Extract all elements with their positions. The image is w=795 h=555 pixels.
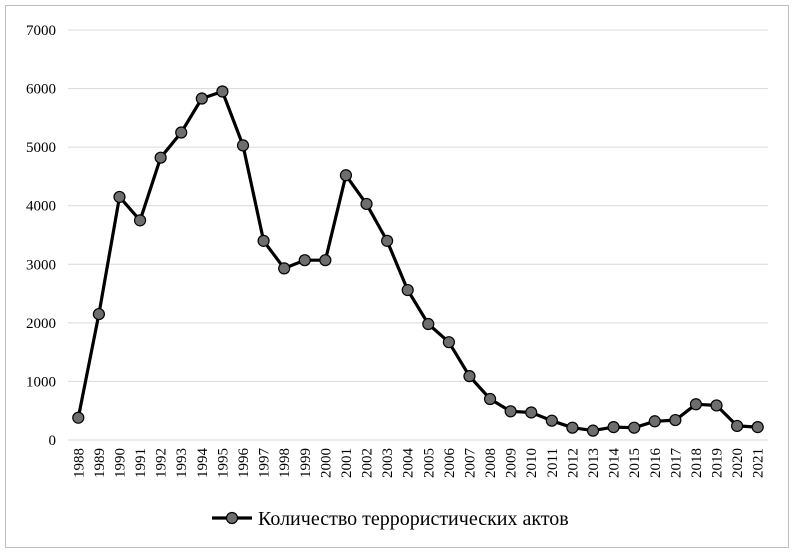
data-point <box>257 234 270 247</box>
legend-label: Количество террористических актов <box>258 508 569 530</box>
x-tick-label: 2011 <box>545 448 561 477</box>
data-point <box>669 413 682 427</box>
x-tick-label: 2007 <box>462 448 478 479</box>
data-point <box>175 126 188 139</box>
legend-marker-swatch <box>225 511 239 525</box>
data-point <box>751 421 764 434</box>
x-tick-label: 2005 <box>421 448 437 478</box>
data-point <box>689 398 703 411</box>
x-tick-label: 2017 <box>668 448 684 479</box>
data-point <box>195 92 208 105</box>
x-tick-label: 2021 <box>751 448 767 478</box>
data-point <box>113 190 126 204</box>
data-point <box>72 411 85 424</box>
x-tick-label: 1998 <box>277 448 293 478</box>
y-tick-label: 1000 <box>26 374 56 390</box>
x-tick-label: 2003 <box>380 448 396 478</box>
data-point <box>504 405 517 418</box>
data-point <box>586 424 600 437</box>
data-point <box>133 214 147 227</box>
x-tick-label: 2009 <box>504 448 520 478</box>
x-tick-label: 2004 <box>401 448 417 479</box>
x-tick-label: 2014 <box>607 448 623 479</box>
x-tick-label: 2012 <box>565 448 581 478</box>
x-tick-label: 2001 <box>339 448 355 478</box>
y-tick-label: 4000 <box>26 199 56 215</box>
x-tick-label: 1988 <box>71 448 87 478</box>
x-tick-label: 2008 <box>483 448 499 478</box>
x-tick-label: 1999 <box>298 448 314 478</box>
data-point <box>525 406 538 419</box>
x-tick-label: 2018 <box>689 448 705 478</box>
data-point <box>92 307 105 321</box>
data-point <box>442 336 455 349</box>
data-point <box>731 419 744 433</box>
x-tick-label: 1997 <box>257 448 273 479</box>
y-tick-label: 5000 <box>26 140 56 156</box>
legend: Количество террористических актов <box>212 508 569 530</box>
data-point <box>154 151 167 164</box>
y-tick-label: 6000 <box>26 82 56 98</box>
data-point <box>422 317 435 331</box>
data-point <box>339 169 353 182</box>
data-point <box>607 421 620 434</box>
data-point <box>236 139 250 152</box>
x-tick-label: 2002 <box>360 448 376 478</box>
gridlines <box>68 29 768 382</box>
y-tick-label: 0 <box>49 433 57 449</box>
data-point <box>298 254 311 267</box>
x-tick-label: 2020 <box>730 448 746 478</box>
data-point <box>319 254 332 267</box>
x-tick-label: 2019 <box>710 448 726 478</box>
y-tick-label: 2000 <box>26 316 56 332</box>
data-point <box>648 415 661 428</box>
y-tick-label: 3000 <box>26 257 56 273</box>
x-tick-label: 1993 <box>174 448 190 478</box>
x-tick-label: 1994 <box>195 448 211 479</box>
x-tick-label: 1996 <box>236 448 252 479</box>
data-point <box>216 85 229 98</box>
y-tick-label: 7000 <box>26 23 56 39</box>
data-point <box>463 370 476 383</box>
data-point <box>401 283 414 297</box>
y-axis-tick-labels: 0 1000 2000 3000 4000 5000 6000 7000 <box>26 23 56 449</box>
data-point <box>566 421 579 434</box>
data-point <box>360 197 373 211</box>
x-tick-label: 2000 <box>318 448 334 478</box>
data-point <box>545 414 558 427</box>
data-point <box>483 392 497 406</box>
x-tick-label: 1989 <box>92 448 108 478</box>
x-tick-label: 1991 <box>133 448 149 478</box>
data-point <box>278 262 291 275</box>
x-tick-label: 2015 <box>627 448 643 478</box>
chart-frame <box>5 5 789 548</box>
x-tick-label: 2010 <box>524 448 540 478</box>
series-group <box>72 85 764 437</box>
x-tick-label: 2013 <box>586 448 602 478</box>
data-point <box>381 234 394 247</box>
x-tick-label: 1992 <box>154 448 170 478</box>
data-point <box>628 421 641 434</box>
x-tick-label: 1990 <box>112 448 128 478</box>
x-tick-label: 2006 <box>442 448 458 479</box>
series-line <box>76 89 758 433</box>
data-point <box>710 399 723 412</box>
x-tick-label: 2016 <box>648 448 664 479</box>
x-axis-tick-labels: 1988 1989 1990 1991 1992 1993 1994 1995 1996 1997… <box>71 448 766 479</box>
x-tick-label: 1995 <box>215 448 231 478</box>
